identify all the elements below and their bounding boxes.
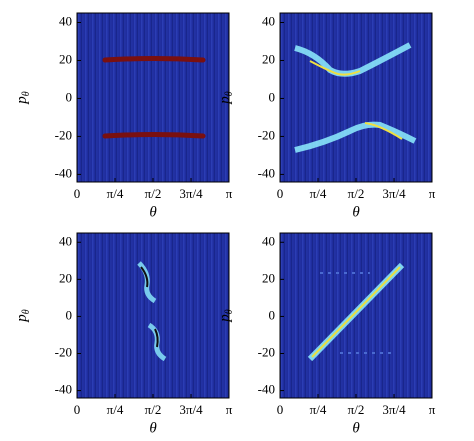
x-tick-label: π [429,402,436,417]
y-axis-label: pθ [217,309,235,323]
x-tick-label: π/4 [107,186,124,201]
y-axis-label-main: p [14,96,30,105]
y-tick-label: 20 [59,51,72,66]
y-tick-label: 40 [262,13,275,28]
x-tick-label: π [429,186,436,201]
x-tick-label: π [226,186,233,201]
x-tick-label: π/4 [310,402,327,417]
x-tick-label: 3π/4 [382,186,406,201]
heat-background [77,233,229,398]
y-tick-label: -40 [55,165,72,180]
y-tick-label: 20 [262,270,275,285]
y-tick-label: 0 [269,89,276,104]
x-tick-label: 3π/4 [382,402,406,417]
heat-background [280,13,432,182]
density-ridge [320,272,395,354]
x-tick-label: 3π/4 [179,402,203,417]
x-tick-label: 0 [277,186,284,201]
x-tick-label: π/2 [348,402,365,417]
y-tick-label: 20 [59,270,72,285]
y-tick-label: -20 [55,344,72,359]
x-tick-label: 0 [74,186,81,201]
x-tick-label: π/2 [145,186,162,201]
density-ridge [140,266,149,288]
y-axis-label: pθ [14,91,32,105]
x-axis-label: θ [149,420,157,436]
y-axis-label: pθ [14,309,32,323]
y-tick-label: -40 [258,165,275,180]
y-tick-label: -20 [55,127,72,142]
density-ridge [309,60,361,76]
x-tick-label: π [226,402,233,417]
y-tick-label: -40 [258,382,275,397]
x-tick-label: π/4 [107,402,124,417]
x-tick-label: 3π/4 [179,186,203,201]
y-axis-label-sub: θ [21,309,32,314]
density-ridge [311,266,401,358]
y-axis-label-sub: θ [21,91,32,96]
y-tick-label: 20 [262,51,275,66]
y-tick-label: 40 [262,233,275,248]
y-axis-label-main: p [217,96,233,105]
y-tick-label: 40 [59,13,72,28]
y-axis-label-main: p [217,314,233,323]
y-axis-label: pθ [217,91,235,105]
y-axis-label-sub: θ [224,91,235,96]
y-axis-label-main: p [14,314,30,323]
y-tick-label: -40 [55,382,72,397]
y-tick-label: 0 [66,307,73,322]
y-tick-label: -20 [258,127,275,142]
heat-background [77,13,229,182]
density-ridge [154,328,159,348]
y-tick-label: 40 [59,233,72,248]
x-tick-label: 0 [277,402,284,417]
density-ridge [364,122,403,140]
x-tick-label: π/4 [310,186,327,201]
x-tick-label: 0 [74,402,81,417]
x-axis-label: θ [149,204,157,220]
y-tick-label: 0 [66,89,73,104]
y-axis-label-sub: θ [224,309,235,314]
x-tick-label: π/2 [145,402,162,417]
x-axis-label: θ [352,204,360,220]
y-tick-label: 0 [269,307,276,322]
density-ridge [102,56,206,63]
x-tick-label: π/2 [348,186,365,201]
y-tick-label: -20 [258,344,275,359]
density-ridge [102,132,206,139]
x-axis-label: θ [352,420,360,436]
density-ridge [294,121,417,153]
